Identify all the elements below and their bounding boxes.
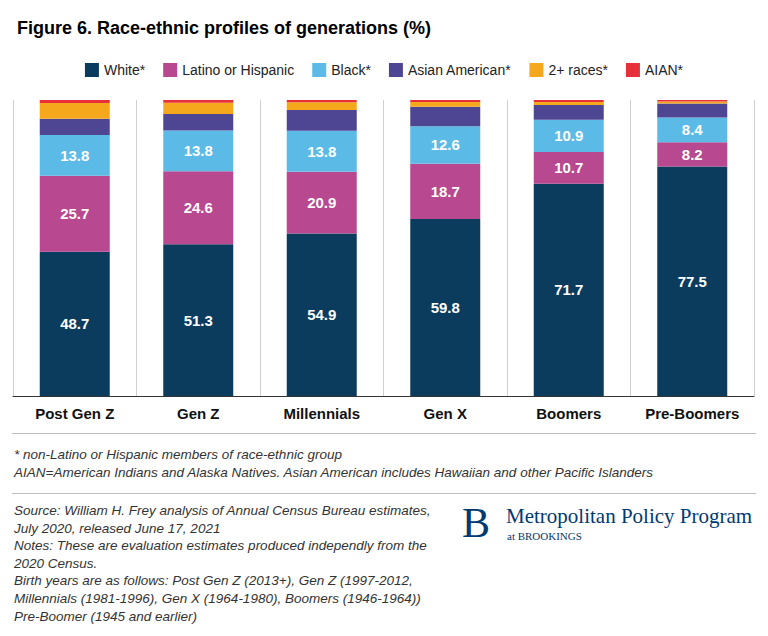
svg-text:20.9: 20.9 bbox=[307, 194, 336, 211]
svg-text:2+ races*: 2+ races* bbox=[548, 62, 608, 78]
html-text:at BROOKINGS: at BROOKINGS bbox=[507, 530, 582, 542]
svg-text:AIAN*: AIAN* bbox=[645, 62, 684, 78]
svg-text:8.2: 8.2 bbox=[682, 146, 703, 163]
html-text:AIAN=American Indians and Alas: AIAN=American Indians and Alaska Natives… bbox=[14, 465, 653, 480]
svg-text:10.7: 10.7 bbox=[554, 159, 583, 176]
svg-text:13.8: 13.8 bbox=[307, 143, 336, 160]
svg-text:13.8: 13.8 bbox=[184, 142, 213, 159]
svg-text:Black*: Black* bbox=[331, 62, 371, 78]
svg-text:Millennials: Millennials bbox=[283, 405, 360, 422]
svg-text:Boomers: Boomers bbox=[536, 405, 601, 422]
html-text:Birth years are as follows: Po: Birth years are as follows: Post Gen Z (… bbox=[14, 573, 421, 624]
html-text:Source: William H. Frey analys: Source: William H. Frey analysis of Annu… bbox=[14, 503, 431, 536]
svg-text:24.6: 24.6 bbox=[184, 199, 213, 216]
svg-text:Pre-Boomers: Pre-Boomers bbox=[645, 405, 739, 422]
html-text:Notes: These are evaluation es: Notes: These are evaluation estimates pr… bbox=[14, 538, 427, 571]
svg-text:Figure 6. Race-ethnic profiles: Figure 6. Race-ethnic profiles of genera… bbox=[17, 18, 431, 38]
svg-text:White*: White* bbox=[104, 62, 146, 78]
html-text:B: B bbox=[462, 500, 490, 546]
html-text:* non-Latino or Hispanic membe: * non-Latino or Hispanic members of race… bbox=[14, 447, 342, 462]
svg-text:48.7: 48.7 bbox=[60, 315, 89, 332]
svg-text:51.3: 51.3 bbox=[184, 312, 213, 329]
svg-text:18.7: 18.7 bbox=[431, 183, 460, 200]
svg-text:59.8: 59.8 bbox=[431, 299, 460, 316]
svg-text:Latino or Hispanic: Latino or Hispanic bbox=[182, 62, 294, 78]
svg-text:Asian American*: Asian American* bbox=[408, 62, 511, 78]
svg-text:77.5: 77.5 bbox=[678, 273, 707, 290]
svg-text:12.6: 12.6 bbox=[431, 136, 460, 153]
svg-text:Post Gen Z: Post Gen Z bbox=[35, 405, 114, 422]
svg-text:25.7: 25.7 bbox=[60, 205, 89, 222]
svg-text:10.9: 10.9 bbox=[554, 127, 583, 144]
svg-text:8.4: 8.4 bbox=[682, 121, 704, 138]
svg-text:Gen Z: Gen Z bbox=[177, 405, 220, 422]
svg-text:71.7: 71.7 bbox=[554, 281, 583, 298]
svg-text:54.9: 54.9 bbox=[307, 306, 336, 323]
svg-text:Gen X: Gen X bbox=[424, 405, 467, 422]
svg-text:13.8: 13.8 bbox=[60, 147, 89, 164]
html-text:Metropolitan Policy Program: Metropolitan Policy Program bbox=[506, 504, 753, 528]
